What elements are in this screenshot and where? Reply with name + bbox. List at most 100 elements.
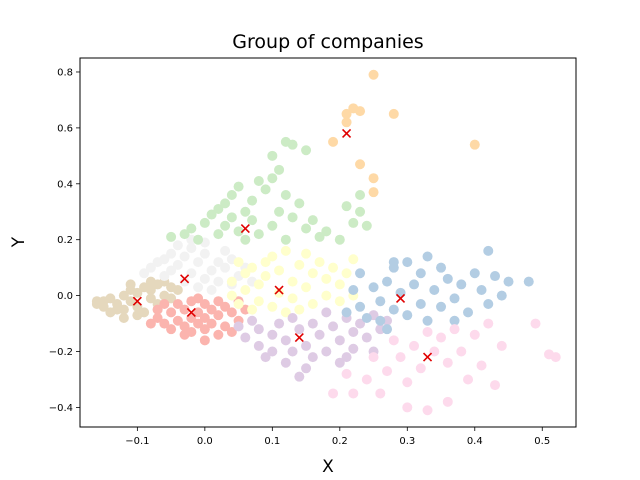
data-point	[395, 287, 406, 298]
data-point	[449, 293, 460, 304]
data-point	[166, 293, 177, 304]
data-point	[145, 276, 156, 287]
data-point	[328, 388, 339, 399]
data-point	[469, 268, 480, 279]
data-point	[361, 220, 372, 231]
data-point	[436, 332, 447, 343]
data-point	[226, 307, 237, 318]
cluster-center-marker	[180, 274, 190, 284]
data-point	[166, 307, 177, 318]
data-point	[469, 329, 480, 340]
data-point	[348, 388, 359, 399]
data-point	[388, 335, 399, 346]
data-point	[314, 257, 325, 268]
data-point	[456, 279, 467, 290]
data-point	[199, 324, 210, 335]
data-point	[193, 234, 204, 245]
data-point	[179, 251, 190, 262]
data-point	[382, 366, 393, 377]
data-point	[132, 310, 143, 321]
data-point	[98, 301, 109, 312]
data-point	[267, 346, 278, 357]
data-point	[490, 271, 501, 282]
data-point	[145, 293, 156, 304]
data-point	[179, 329, 190, 340]
data-point	[226, 212, 237, 223]
data-point	[388, 304, 399, 315]
data-point	[422, 326, 433, 337]
data-point	[274, 318, 285, 329]
data-point	[166, 231, 177, 242]
data-point	[449, 315, 460, 326]
data-point	[233, 226, 244, 237]
data-point	[172, 259, 183, 270]
data-point	[301, 363, 312, 374]
cluster-center-marker	[422, 352, 433, 362]
data-point	[368, 69, 379, 80]
data-point	[442, 357, 453, 368]
data-point	[105, 307, 116, 318]
data-point	[361, 312, 372, 323]
cluster-center-marker	[240, 223, 250, 234]
data-point	[179, 229, 190, 240]
data-point	[341, 117, 352, 128]
data-point	[280, 307, 291, 318]
data-point	[355, 318, 366, 329]
data-point	[166, 248, 177, 259]
cluster-center-marker	[294, 332, 304, 343]
data-point	[307, 352, 318, 363]
data-point	[355, 206, 366, 217]
data-point	[368, 282, 379, 293]
data-point	[267, 220, 278, 231]
data-point	[341, 108, 352, 119]
x-tick-label: 0.2	[332, 436, 348, 447]
data-point	[388, 108, 399, 119]
data-point	[301, 340, 312, 351]
data-point	[193, 293, 204, 304]
data-point	[240, 206, 251, 217]
data-point	[186, 268, 197, 279]
data-point	[247, 215, 258, 226]
data-point	[442, 396, 453, 407]
data-point	[280, 335, 291, 346]
data-point	[395, 352, 406, 363]
data-point	[287, 312, 298, 323]
data-point	[321, 290, 332, 301]
data-point	[118, 290, 129, 301]
data-point	[260, 184, 271, 195]
data-point	[213, 310, 224, 321]
data-point	[368, 173, 379, 184]
data-point	[341, 268, 352, 279]
data-point	[341, 368, 352, 379]
data-point	[179, 276, 190, 287]
data-point	[334, 234, 345, 245]
data-point	[233, 181, 244, 192]
data-point	[199, 248, 210, 259]
data-point	[314, 231, 325, 242]
data-point	[348, 343, 359, 354]
data-point	[220, 262, 231, 273]
data-point	[105, 293, 116, 304]
data-point	[530, 318, 541, 329]
data-point	[179, 321, 190, 332]
data-point	[341, 307, 352, 318]
data-point	[476, 360, 487, 371]
cluster-center-marker	[341, 128, 352, 139]
data-point	[456, 346, 467, 357]
data-point	[355, 159, 366, 170]
data-point	[449, 324, 460, 335]
data-point	[199, 299, 210, 309]
data-point	[253, 340, 264, 351]
data-point	[422, 251, 433, 262]
y-tick-label: 0.0	[57, 291, 73, 302]
data-point	[213, 329, 224, 340]
data-point	[274, 265, 285, 276]
data-point	[402, 257, 413, 268]
data-point	[355, 301, 366, 312]
data-point	[334, 296, 345, 307]
data-point	[280, 245, 291, 256]
x-axis-ticks: −0.1 0.0 0.1 0.2 0.3 0.4 0.5	[125, 427, 550, 447]
y-tick-label: −0.2	[49, 347, 73, 358]
data-point	[287, 212, 298, 223]
data-point	[186, 243, 197, 254]
